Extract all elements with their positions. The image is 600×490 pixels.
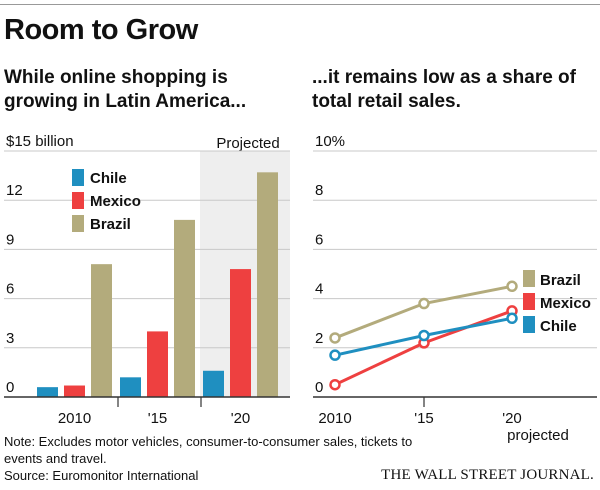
- legend-swatch-brazil: [72, 215, 84, 232]
- right-chart-subtitle: ...it remains low as a share of total re…: [312, 67, 576, 112]
- left-x-tick-label: '20: [231, 410, 251, 427]
- bar-mexico-2: [230, 269, 251, 397]
- publisher-logo: THE WALL STREET JOURNAL.: [381, 467, 594, 483]
- bar-brazil-2: [257, 172, 278, 397]
- point-chile-2: [506, 312, 518, 325]
- right-legend-swatch-chile: [523, 316, 535, 333]
- point-chile-1: [418, 329, 430, 342]
- right-legend-label-chile: Chile: [540, 318, 577, 335]
- left-chart-subtitle: While online shopping is growing in Lati…: [4, 67, 247, 112]
- left-y-tick-label: 12: [6, 182, 23, 199]
- right-y-tick-label: 2: [315, 330, 323, 347]
- footnote-text: Note: Excludes motor vehicles, consumer-…: [4, 434, 413, 466]
- point-chile-0: [329, 349, 341, 361]
- right-x-tick-label: 2010: [318, 410, 351, 427]
- legend-swatch-mexico: [72, 192, 84, 209]
- right-x-tick-label: '15: [414, 410, 434, 427]
- left-y-tick-label: 9: [6, 231, 14, 248]
- right-y-tick-label: 0: [315, 379, 323, 396]
- right-legend-label-mexico: Mexico: [540, 295, 591, 312]
- bar-chile-0: [37, 387, 58, 397]
- left-y-tick-label: 3: [6, 330, 14, 347]
- legend-label-mexico: Mexico: [90, 193, 141, 210]
- source-text: Source: Euromonitor International: [4, 468, 199, 483]
- bar-chile-1: [120, 377, 141, 397]
- right-legend-swatch-mexico: [523, 293, 535, 310]
- bar-chile-2: [203, 370, 224, 397]
- chart-title: Room to Grow: [4, 14, 198, 46]
- legend-swatch-chile: [72, 169, 84, 186]
- bar-brazil-0: [91, 264, 112, 397]
- right-x-tick-label: '20: [502, 410, 522, 427]
- right-y-tick-label: 8: [315, 182, 323, 199]
- right-legend-label-brazil: Brazil: [540, 272, 581, 289]
- right-legend-swatch-brazil: [523, 270, 535, 287]
- bar-mexico-0: [64, 385, 85, 397]
- right-y-tick-label: 4: [315, 281, 323, 298]
- left-y-tick-label: 6: [6, 281, 14, 298]
- legend-label-chile: Chile: [90, 170, 127, 187]
- left-x-tick-label: '15: [148, 410, 168, 427]
- legend-label-brazil: Brazil: [90, 216, 131, 233]
- bar-brazil-1: [174, 219, 195, 397]
- bar-mexico-1: [147, 331, 168, 397]
- point-mexico-0: [329, 378, 341, 391]
- left-y-tick-label: 0: [6, 379, 14, 396]
- point-brazil-1: [418, 297, 430, 310]
- right-y-tick-label: 10%: [315, 133, 345, 150]
- left-x-tick-label: 2010: [58, 410, 91, 427]
- point-brazil-0: [329, 332, 341, 344]
- left-y-tick-label: $15 billion: [6, 133, 74, 150]
- right-x-sub-label: projected: [507, 427, 569, 444]
- point-brazil-2: [506, 280, 518, 293]
- top-rule: [0, 4, 600, 5]
- right-y-tick-label: 6: [315, 231, 323, 248]
- footnote: Note: Excludes motor vehicles, consumer-…: [4, 433, 444, 484]
- projected-label: Projected: [216, 135, 279, 152]
